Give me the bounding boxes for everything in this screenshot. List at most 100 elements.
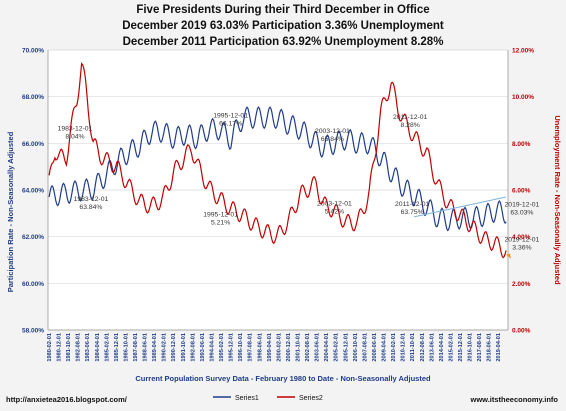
x-tick-label: 1985-02-01 bbox=[104, 333, 110, 362]
x-tick-label: 2005-12-01 bbox=[343, 333, 349, 362]
x-tick-label: 2015-02-01 bbox=[448, 333, 454, 362]
x-tick-label: 2010-02-01 bbox=[391, 333, 397, 362]
data-label-date: 2019-12-01 bbox=[505, 237, 540, 244]
data-label: 2011-12-018.28% bbox=[393, 114, 427, 129]
y-tick-right: 12.00% bbox=[512, 48, 534, 55]
x-tick-label: 2000-02-01 bbox=[276, 333, 282, 362]
x-tick-label: 1991-10-01 bbox=[181, 333, 187, 362]
data-label: 1983-12-018.04% bbox=[58, 125, 93, 140]
y-tick-left: 64.00% bbox=[22, 188, 44, 195]
x-tick-label: 2016-10-01 bbox=[468, 333, 474, 362]
data-label: 1995-12-015.21% bbox=[203, 211, 238, 226]
data-label-date: 2019-12-01 bbox=[505, 202, 540, 209]
x-tick-label: 2010-12-01 bbox=[401, 333, 407, 362]
y-tick-left: 66.00% bbox=[22, 141, 44, 148]
data-label-date: 2003-12-01 bbox=[317, 201, 352, 208]
x-tick-label: 2019-04-01 bbox=[496, 333, 502, 362]
x-tick-label: 1988-06-01 bbox=[143, 333, 149, 362]
x-tick-label: 1996-10-01 bbox=[238, 333, 244, 362]
end-marker bbox=[505, 253, 511, 259]
y-axis-label-right: Unemployment Rate - Non-Seasonally Adjus… bbox=[553, 115, 562, 285]
data-label-value: 63.03% bbox=[510, 210, 533, 217]
chart-subtitle-2: December 2011 Participation 63.92% Unemp… bbox=[122, 36, 444, 48]
x-tick-label: 1986-10-01 bbox=[123, 333, 129, 362]
x-tick-label: 1982-08-01 bbox=[76, 333, 82, 362]
y-tick-right: 6.00% bbox=[512, 188, 531, 195]
x-tick-label: 1994-04-01 bbox=[209, 333, 215, 362]
y-tick-right: 0.00% bbox=[512, 328, 531, 335]
x-tick-label: 2017-08-01 bbox=[477, 333, 483, 362]
legend-series2-label: Series2 bbox=[299, 395, 323, 402]
data-label: 2003-12-015.42% bbox=[317, 201, 352, 216]
x-tick-label: 2012-08-01 bbox=[420, 333, 426, 362]
x-tick-label: 2003-06-01 bbox=[315, 333, 321, 362]
x-tick-label: 1980-02-01 bbox=[47, 333, 53, 362]
x-tick-label: 2005-02-01 bbox=[334, 333, 340, 362]
data-label-date: 2011-12-01 bbox=[395, 201, 429, 208]
data-label-date: 1995-12-01 bbox=[203, 211, 238, 218]
data-label-value: 5.21% bbox=[211, 219, 230, 226]
series-layer bbox=[48, 62, 507, 259]
x-tick-label: 2004-04-01 bbox=[324, 333, 330, 362]
x-tick-label: 1980-12-01 bbox=[57, 333, 63, 362]
y-tick-right: 2.00% bbox=[512, 281, 531, 288]
series1-line bbox=[48, 106, 507, 232]
series2-line bbox=[48, 62, 507, 259]
data-label: 2019-12-013.36% bbox=[505, 237, 540, 252]
y-tick-right: 4.00% bbox=[512, 234, 531, 241]
data-label-date: 1983-12-01 bbox=[74, 196, 109, 203]
x-tick-label: 2008-06-01 bbox=[372, 333, 378, 362]
data-label-value: 63.84% bbox=[79, 204, 102, 211]
x-tick-label: 2018-06-01 bbox=[487, 333, 493, 362]
data-label-value: 8.04% bbox=[65, 133, 84, 140]
x-tick-label: 2000-12-01 bbox=[286, 333, 292, 362]
y-axis-label-left: Participation Rate - Non-Seasonally Adju… bbox=[6, 131, 15, 292]
y-tick-left: 70.00% bbox=[22, 48, 44, 55]
x-tick-label: 1984-04-01 bbox=[95, 333, 101, 362]
data-label-value: 66.17% bbox=[219, 120, 242, 127]
x-tick-label: 1999-04-01 bbox=[267, 333, 273, 362]
data-label-value: 65.84% bbox=[321, 136, 344, 143]
annotation-layer: 1983-12-0163.84%1983-12-018.04%1995-12-0… bbox=[58, 112, 540, 259]
data-label-value: 63.75% bbox=[401, 209, 424, 216]
x-tick-label: 1992-08-01 bbox=[190, 333, 196, 362]
footer-source-left: http://anxietea2016.blogspot.com/ bbox=[6, 395, 127, 404]
x-tick-label: 1987-08-01 bbox=[133, 333, 139, 362]
x-tick-label: 2002-08-01 bbox=[305, 333, 311, 362]
x-tick-label: 1985-12-01 bbox=[114, 333, 120, 362]
x-tick-label: 1990-12-01 bbox=[171, 333, 177, 362]
y-tick-left: 62.00% bbox=[22, 234, 44, 241]
x-tick-label: 1998-06-01 bbox=[257, 333, 263, 362]
y-tick-right: 8.00% bbox=[512, 141, 531, 148]
chart-subtitle-1: December 2019 63.03% Participation 3.36%… bbox=[122, 20, 444, 32]
y-tick-left: 68.00% bbox=[22, 94, 44, 101]
grid-layer bbox=[48, 49, 508, 331]
x-tick-label: 2015-12-01 bbox=[458, 333, 464, 362]
axis-layer: 58.00% 60.00% 62.00% 64.00% 66.00% 68.00% 70.0… bbox=[22, 48, 534, 362]
data-label-value: 3.36% bbox=[512, 245, 531, 252]
y-tick-left: 58.00% bbox=[22, 328, 44, 335]
footer-source-right: www.itstheeconomy.info bbox=[470, 395, 558, 404]
data-label-value: 8.28% bbox=[401, 122, 420, 129]
legend-series1-label: Series1 bbox=[235, 395, 259, 402]
x-tick-label: 1981-10-01 bbox=[66, 333, 72, 362]
legend: Series1 Series2 bbox=[213, 395, 323, 402]
data-label-date: 2003-12-01 bbox=[315, 128, 350, 135]
data-label-value: 5.42% bbox=[325, 209, 344, 216]
x-tick-label: 2011-10-01 bbox=[410, 333, 416, 361]
trend-line bbox=[413, 196, 507, 218]
x-tick-label: 1993-06-01 bbox=[200, 333, 206, 362]
x-axis-label: Current Population Survey Data - Februar… bbox=[135, 374, 431, 383]
chart-title: Five Presidents During their Third Decem… bbox=[136, 4, 430, 16]
y-tick-left: 60.00% bbox=[22, 281, 44, 288]
x-tick-label: 1997-08-01 bbox=[248, 333, 254, 362]
x-tick-label: 2007-08-01 bbox=[362, 333, 368, 362]
data-label-date: 1995-12-01 bbox=[213, 112, 248, 119]
